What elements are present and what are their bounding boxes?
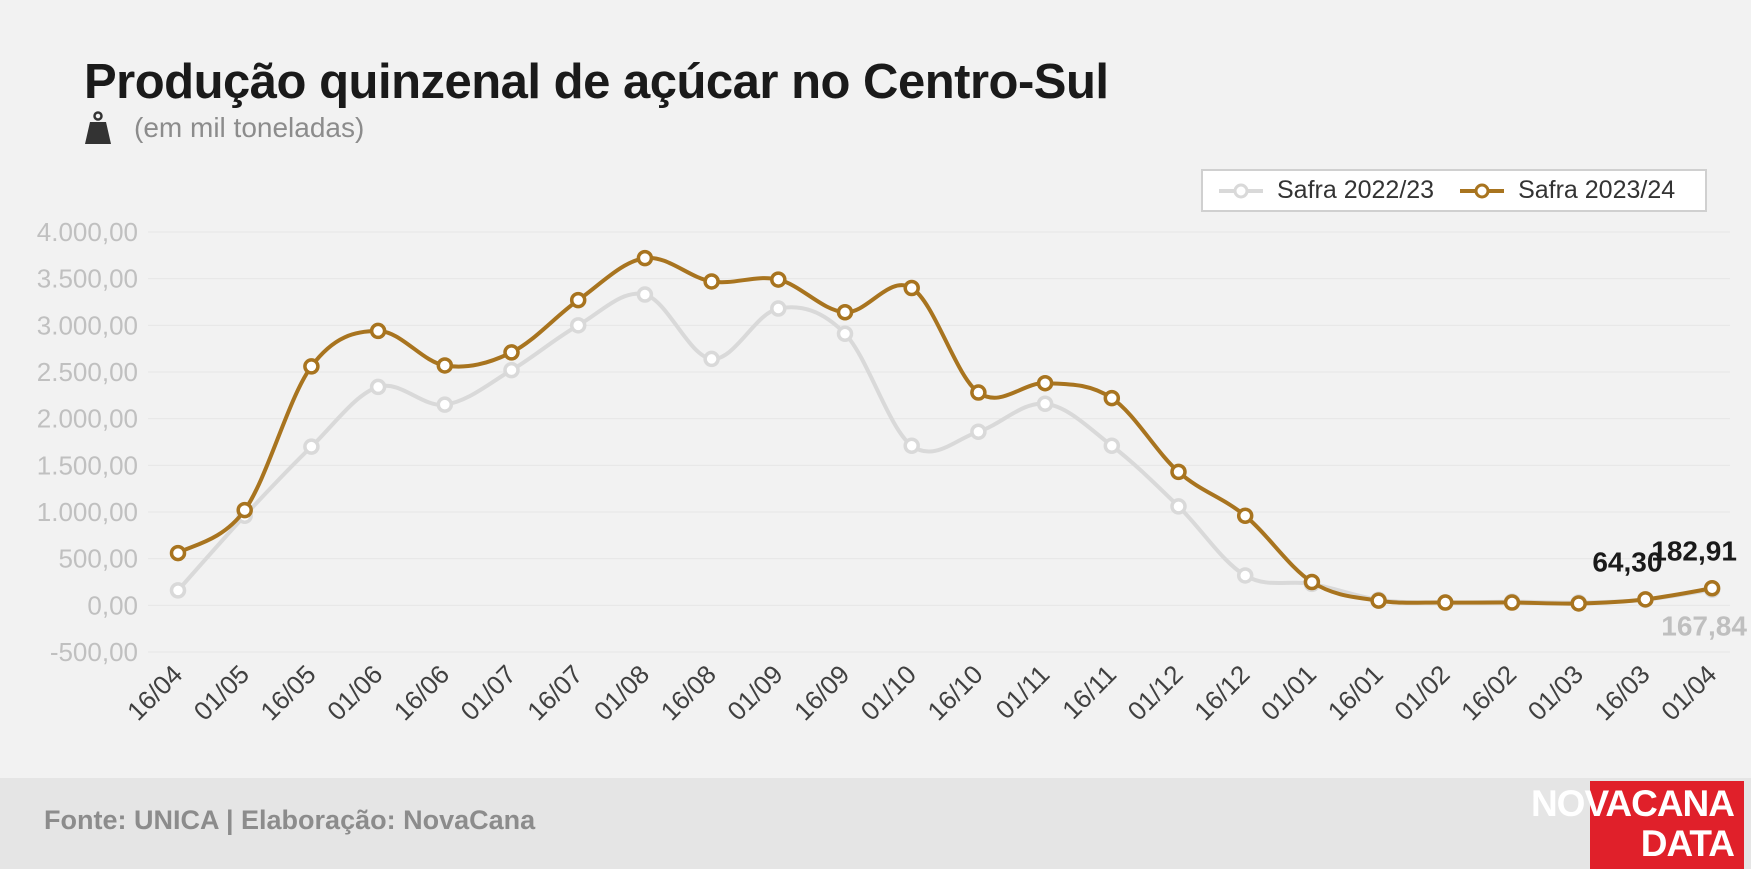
x-tick-label: 16/06 [388,659,455,726]
series-line-2023-24 [176,255,1713,606]
logo-text-line2: DATA [1640,823,1735,864]
x-tick-label: 01/04 [1655,659,1722,726]
x-tick-label: 16/12 [1188,659,1255,726]
data-point [836,325,854,342]
x-tick-label: 01/03 [1522,659,1589,726]
x-tick-label: 01/10 [855,659,922,726]
data-label: 64,30 [1592,546,1662,577]
data-point [1103,389,1121,407]
data-point [703,350,720,368]
chart-legend: Safra 2022/23 Safra 2023/24 [1201,169,1707,212]
data-point [836,304,854,321]
x-tick-label: 01/12 [1122,659,1189,726]
chart-title: Produção quinzenal de açúcar no Centro-S… [84,55,1109,109]
weight-icon [85,111,111,144]
x-tick-label: 01/11 [989,659,1055,725]
legend-label-2022: Safra 2022/23 [1277,176,1435,204]
data-point [1036,374,1054,392]
x-tick-label: 16/03 [1588,659,1655,726]
data-point [1637,591,1654,608]
data-point [169,582,187,599]
data-point [636,249,654,267]
legend-item-2023: Safra 2023/24 [1458,176,1675,205]
y-tick-label: 2.500,00 [37,357,138,387]
data-point [1703,580,1721,597]
x-tick-label: 16/07 [521,659,588,726]
data-point [503,344,520,361]
x-tick-label: 16/09 [788,659,855,726]
data-point [436,357,454,374]
x-tick-label: 01/09 [721,659,788,726]
legend-marker-2022 [1219,183,1263,198]
data-point [1570,595,1587,612]
data-point [770,300,787,317]
data-point [436,396,454,413]
chart-subtitle: (em mil toneladas) [134,112,365,143]
legend-item-2022: Safra 2022/23 [1217,176,1434,205]
x-tick-label: 16/02 [1455,659,1522,726]
data-point [569,317,587,334]
line-chart: 4.000,00 3.500,00 3.000,00 2.500,00 2.000,00… [37,217,1748,726]
data-point [369,378,387,396]
data-point [303,358,320,375]
y-tick-label: 500,00 [58,544,138,574]
data-point [569,291,587,309]
data-point [970,384,987,401]
x-tick-label: 01/07 [455,659,522,726]
y-tick-label: -500,00 [50,637,138,667]
y-tick-label: 1.500,00 [37,450,138,480]
data-point [770,271,787,288]
data-point [503,361,520,379]
data-point [1370,592,1387,609]
x-tick-label: 16/11 [1056,659,1122,725]
source-note: Fonte: UNICA | Elaboração: NovaCana [44,805,536,835]
data-label: 182,91 [1651,535,1737,566]
data-label: 167,84 [1661,611,1747,642]
data-point [636,286,654,303]
data-point [236,501,253,519]
y-tick-label: 0,00 [87,590,138,620]
logo-text-line1: NOVACANA [1530,783,1735,824]
data-point [369,322,387,340]
legend-marker-2023 [1460,183,1505,198]
data-point [1503,594,1521,611]
data-point [970,423,987,440]
data-point [703,273,720,290]
x-tick-label: 16/05 [254,659,321,726]
footer-bar [0,778,1751,869]
data-point [1437,594,1454,611]
x-tick-label: 16/01 [1322,659,1389,726]
y-tick-label: 3.000,00 [37,310,138,340]
data-point [303,438,320,455]
x-tick-label: 01/01 [1255,659,1322,726]
y-tick-label: 1.000,00 [37,497,138,527]
legend-label-2023: Safra 2023/24 [1518,176,1676,204]
data-point [1170,463,1187,481]
data-point [1170,498,1187,515]
x-tick-label: 01/06 [321,659,388,726]
y-tick-label: 3.500,00 [37,264,138,294]
y-tick-label: 2.000,00 [37,404,138,434]
data-point [903,279,920,297]
novacana-logo: NOVACANA DATA [1531,781,1744,869]
data-point [1303,573,1321,591]
data-point [1236,507,1254,524]
x-tick-label: 16/10 [921,659,988,726]
data-point [1036,395,1054,412]
x-tick-label: 01/05 [188,659,255,726]
data-point [903,437,920,454]
x-tick-label: 16/08 [655,659,722,726]
x-tick-label: 01/02 [1388,659,1455,726]
data-point [1236,567,1254,584]
x-tick-label: 16/04 [121,659,188,726]
x-tick-label: 01/08 [588,659,655,726]
y-tick-label: 4.000,00 [37,217,138,247]
data-point [169,544,187,562]
data-point [1103,437,1121,454]
subtitle-row: (em mil toneladas) [84,110,364,146]
